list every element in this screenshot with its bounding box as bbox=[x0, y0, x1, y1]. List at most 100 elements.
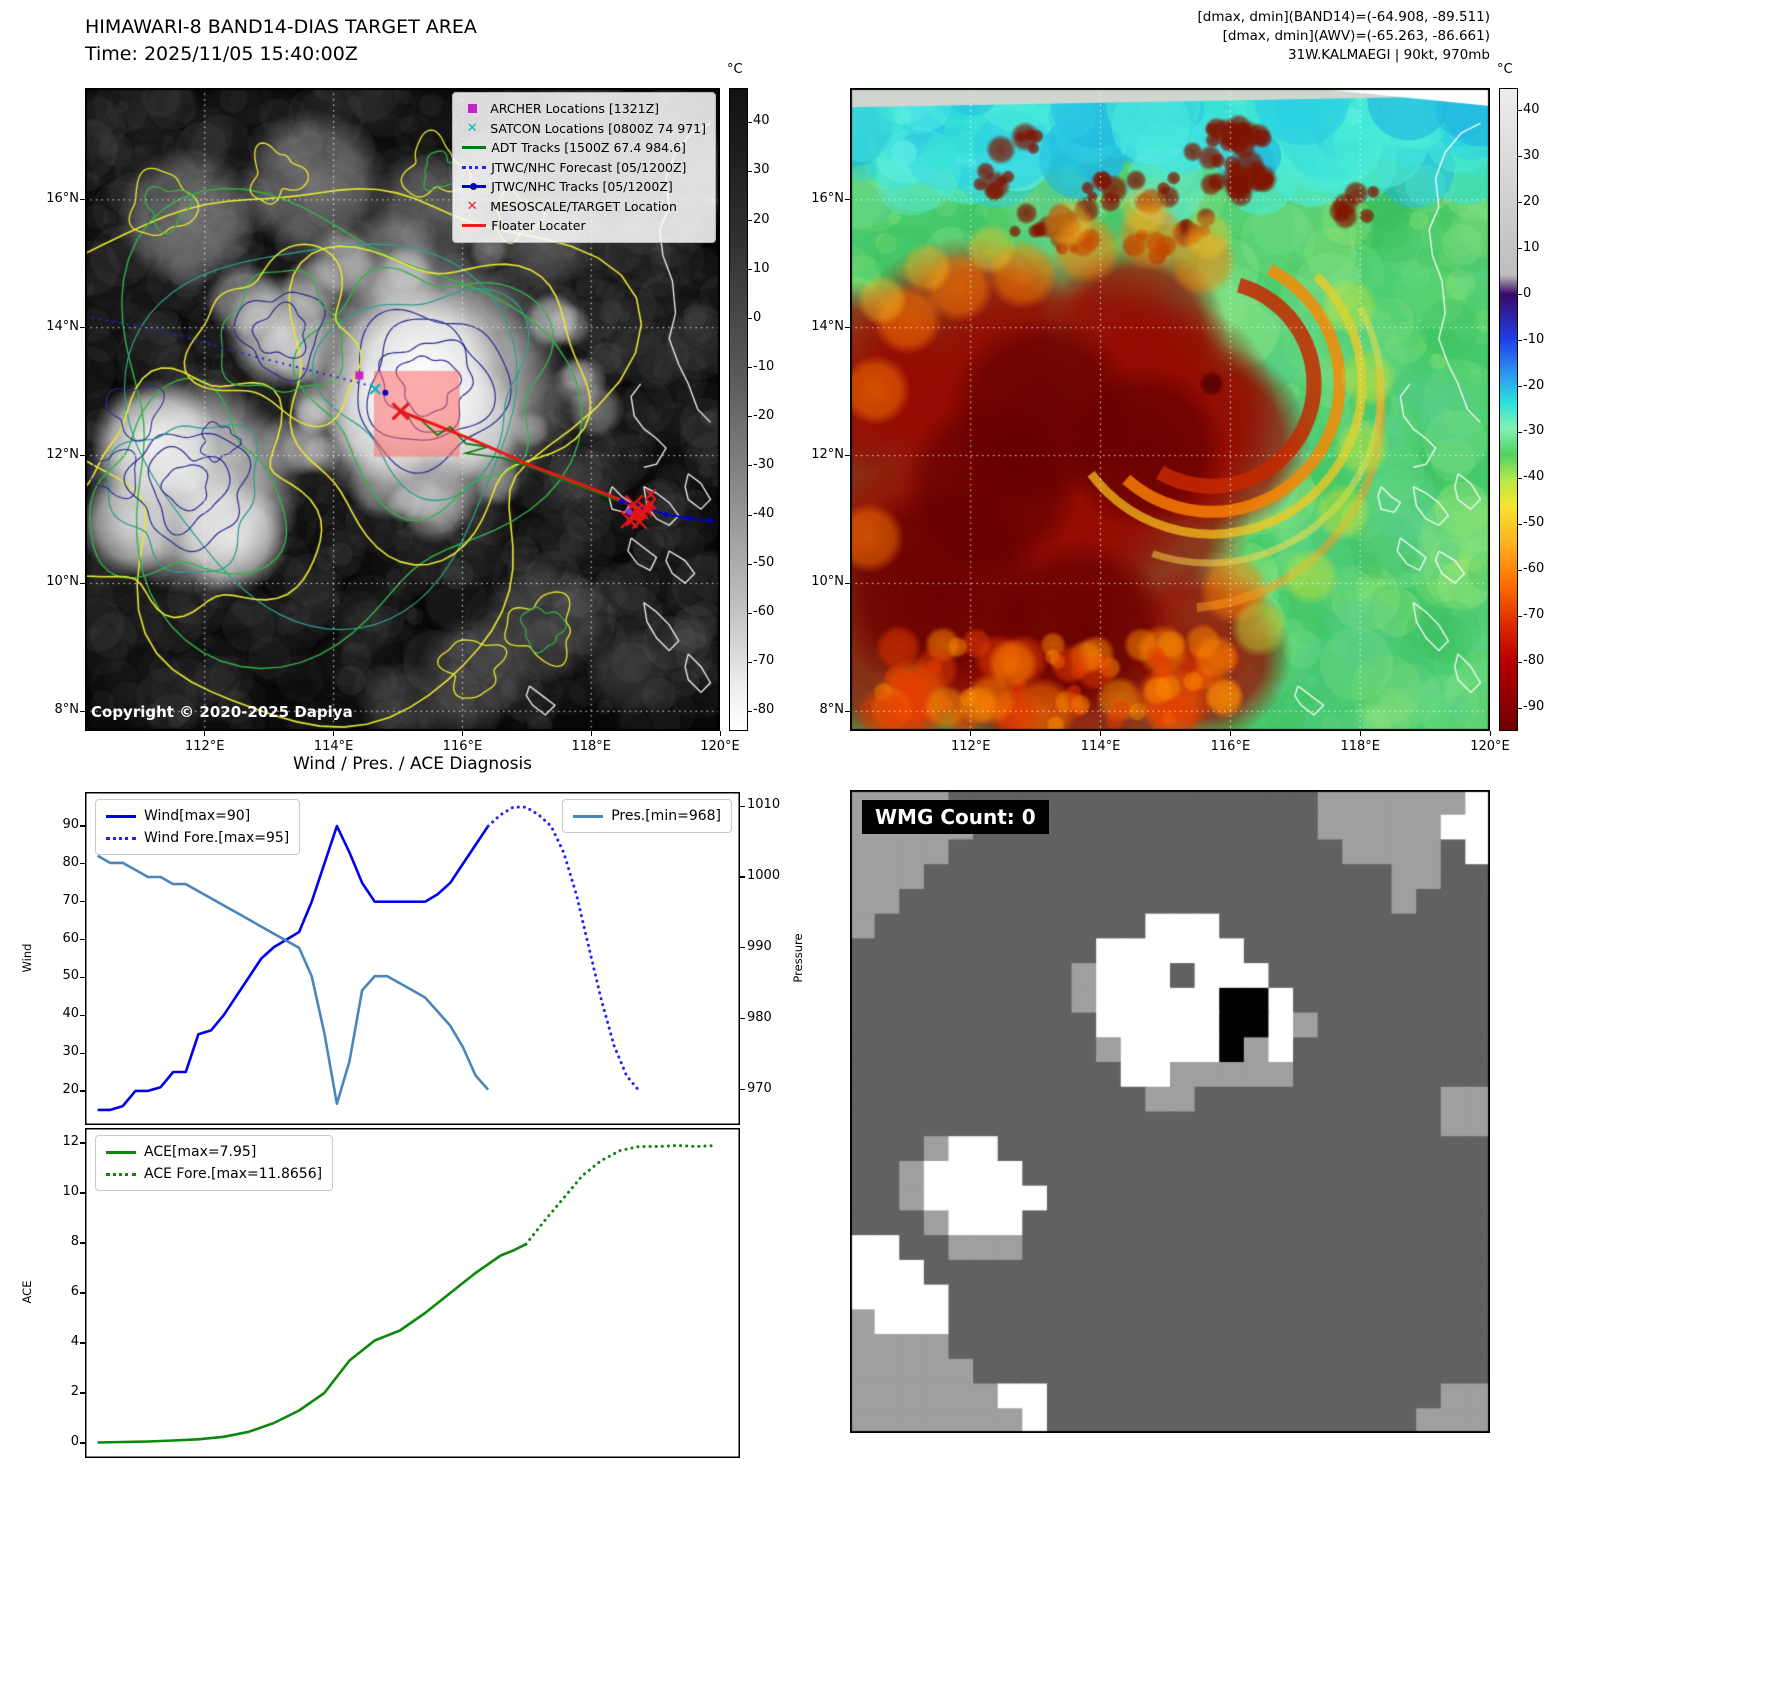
tick-mark bbox=[740, 1018, 745, 1020]
wmg-count-label: WMG Count: 0 bbox=[862, 800, 1049, 834]
tick-mark bbox=[80, 976, 85, 978]
tick-mark bbox=[845, 455, 850, 457]
legend-label: JTWC/NHC Tracks [05/1200Z] bbox=[491, 179, 673, 195]
legend-label: ACE[max=7.95] bbox=[144, 1144, 257, 1160]
y-tick-label: 50 bbox=[62, 968, 79, 984]
y-tick-label: 12 bbox=[62, 1134, 79, 1149]
legend-item: ACE Fore.[max=11.8656] bbox=[106, 1163, 322, 1185]
awv-colorbar-tick-label: -80 bbox=[1523, 653, 1545, 669]
tick-mark bbox=[80, 1442, 85, 1444]
legend-label: Wind[max=90] bbox=[144, 808, 251, 824]
legend-label: ARCHER Locations [1321Z] bbox=[490, 101, 660, 117]
y2-tick-label: 1010 bbox=[747, 797, 781, 813]
tick-mark bbox=[80, 1090, 85, 1092]
tick-mark bbox=[80, 901, 85, 903]
y-axis-label: Pressure bbox=[791, 932, 805, 983]
awv-lat-tick-label: 16°N bbox=[811, 190, 844, 206]
band14-colorbar-tick-label: 40 bbox=[753, 113, 770, 129]
tick-mark bbox=[1359, 731, 1361, 736]
awv-colorbar-unit: °C bbox=[1497, 62, 1513, 77]
band14-copyright: Copyright © 2020-2025 Dapiya bbox=[91, 703, 353, 721]
awv-colorbar-tick-label: -70 bbox=[1523, 607, 1545, 623]
tick-mark bbox=[740, 876, 745, 878]
band14-lon-tick-label: 120°E bbox=[700, 739, 740, 754]
tick-mark bbox=[80, 455, 85, 457]
band14-colorbar-unit: °C bbox=[727, 62, 743, 77]
y-tick-label: 90 bbox=[62, 817, 79, 833]
chart-legend: Wind[max=90] Wind Fore.[max=95] bbox=[95, 799, 301, 855]
tick-mark bbox=[80, 1392, 85, 1394]
tick-mark bbox=[80, 1342, 85, 1344]
awv-lat-tick-label: 8°N bbox=[819, 702, 845, 718]
band14-lon-tick-label: 112°E bbox=[184, 739, 225, 754]
awv-colorbar-tick-label: -10 bbox=[1523, 331, 1545, 347]
tick-mark bbox=[845, 710, 850, 712]
awv-lon-tick-label: 114°E bbox=[1080, 739, 1121, 754]
tick-mark bbox=[1518, 386, 1522, 388]
tick-mark bbox=[740, 805, 745, 807]
awv-colorbar-tick-label: -50 bbox=[1523, 515, 1545, 531]
awv-lon-tick-label: 116°E bbox=[1210, 739, 1251, 754]
awv-colorbar-tick-label: 30 bbox=[1523, 147, 1540, 163]
chart bbox=[85, 1128, 740, 1458]
tick-mark bbox=[1518, 248, 1522, 250]
line-icon bbox=[462, 146, 487, 150]
tick-mark bbox=[748, 269, 752, 271]
y2-tick-label: 990 bbox=[747, 938, 772, 954]
line-icon bbox=[106, 1150, 136, 1154]
tick-mark bbox=[748, 220, 752, 222]
y-tick-label: 6 bbox=[70, 1284, 79, 1299]
y-tick-label: 40 bbox=[62, 1006, 79, 1022]
diagnosis-title: Wind / Pres. / ACE Diagnosis bbox=[292, 754, 533, 774]
legend-label: JTWC/NHC Forecast [05/1200Z] bbox=[491, 159, 687, 175]
legend-label: ACE Fore.[max=11.8656] bbox=[144, 1166, 323, 1182]
x-marker-icon: ✕ bbox=[466, 120, 478, 136]
awv-header-awv-range: [dmax, dmin](AWV)=(-65.263, -86.661) bbox=[1222, 28, 1490, 44]
awv-lon-tick-label: 112°E bbox=[950, 739, 991, 754]
tick-mark bbox=[80, 1242, 85, 1244]
legend-label: Floater Locater bbox=[491, 218, 586, 234]
tick-mark bbox=[80, 863, 85, 865]
dotted-line-icon bbox=[462, 165, 487, 169]
legend-item: Wind[max=90] bbox=[106, 805, 289, 827]
series-line bbox=[524, 1144, 717, 1246]
awv-header-band14-range: [dmax, dmin](BAND14)=(-64.908, -89.511) bbox=[1197, 9, 1490, 25]
tick-mark bbox=[740, 1088, 745, 1091]
awv-colorbar bbox=[1499, 88, 1518, 731]
tick-mark bbox=[748, 612, 752, 614]
tick-mark bbox=[748, 170, 752, 172]
legend-item: Pres.[min=968] bbox=[573, 805, 721, 827]
legend-label: ADT Tracks [1500Z 67.4 984.6] bbox=[491, 140, 686, 156]
tick-mark bbox=[970, 731, 972, 736]
tick-mark bbox=[80, 327, 85, 329]
tick-mark bbox=[1518, 661, 1522, 663]
tick-mark bbox=[1518, 156, 1522, 158]
y2-tick-label: 980 bbox=[747, 1009, 772, 1025]
tick-mark bbox=[1100, 731, 1102, 736]
tick-mark bbox=[740, 947, 745, 949]
tick-mark bbox=[1229, 731, 1231, 736]
legend-item: JTWC/NHC Forecast [05/1200Z] bbox=[462, 158, 706, 178]
tick-mark bbox=[590, 731, 592, 736]
line-dot-icon bbox=[462, 183, 487, 191]
y-tick-label: 70 bbox=[62, 892, 79, 908]
legend-label: MESOSCALE/TARGET Location bbox=[490, 198, 677, 214]
band14-colorbar-tick-label: -30 bbox=[753, 456, 775, 472]
awv-colorbar-tick-label: 10 bbox=[1523, 239, 1540, 255]
awv-lat-tick-label: 12°N bbox=[811, 446, 844, 462]
tick-mark bbox=[845, 327, 850, 329]
chart-legend: ACE[max=7.95] ACE Fore.[max=11.8656] bbox=[95, 1135, 334, 1191]
band14-colorbar-tick-label: 10 bbox=[753, 260, 770, 276]
tick-mark bbox=[1489, 731, 1491, 736]
y-tick-label: 8 bbox=[70, 1234, 79, 1249]
tick-mark bbox=[748, 416, 752, 418]
tick-mark bbox=[80, 1014, 85, 1016]
tick-mark bbox=[748, 563, 752, 565]
tick-mark bbox=[748, 661, 752, 663]
band14-title: HIMAWARI-8 BAND14-DIAS TARGET AREA bbox=[85, 16, 477, 38]
y-tick-label: 30 bbox=[62, 1044, 79, 1060]
chart-legend: Pres.[min=968] bbox=[562, 799, 732, 833]
tick-mark bbox=[748, 710, 752, 712]
dotted-line-icon bbox=[106, 1172, 136, 1176]
tick-mark bbox=[1518, 202, 1522, 204]
